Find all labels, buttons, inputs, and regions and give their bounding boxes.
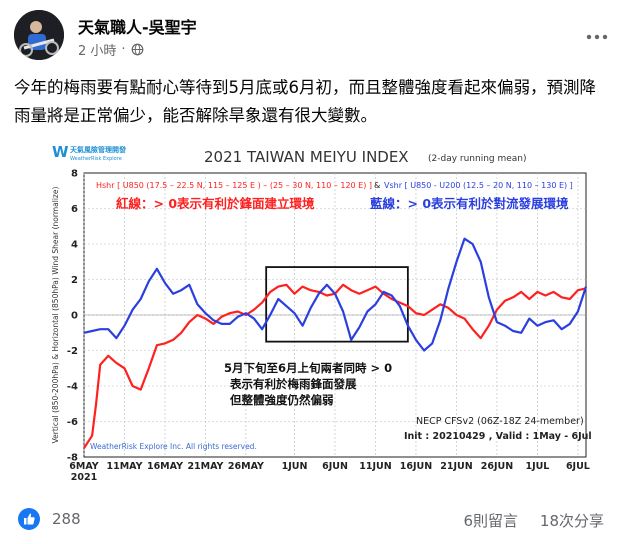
model-note: NECP CFSv2 (06Z-18Z 24-member) [416, 416, 584, 427]
x-tick-label: 6MAY [69, 461, 99, 472]
x-year-label: 2021 [71, 472, 97, 483]
y-axis-label: Vertical (850-200hPa) & Horizontal (850h… [51, 187, 60, 444]
x-tick-label: 11JUN [359, 461, 391, 472]
y-tick-label: 8 [71, 169, 78, 180]
avatar[interactable] [14, 10, 64, 60]
credit-note: WeatherRisk Explore Inc. All rights rese… [90, 442, 257, 451]
thumbs-up-icon [24, 513, 35, 525]
x-tick-label: 26JUN [481, 461, 513, 472]
red-note: 紅線：> 0表示有利於鋒面建立環境 [116, 196, 315, 211]
y-tick-label: 4 [71, 240, 78, 251]
post-time[interactable]: 2 小時 [78, 44, 117, 59]
x-tick-label: 16MAY [147, 461, 183, 472]
box-note-line: 但整體強度仍然偏弱 [229, 393, 334, 407]
legend-amp: & [374, 181, 380, 190]
logo-mark: W [52, 143, 69, 161]
y-tick-label: 6 [71, 204, 78, 215]
y-tick-label: 0 [71, 311, 78, 322]
box-note-line: 5月下旬至6月上旬兩者同時 > 0 [224, 361, 392, 375]
chart-title-note: (2-day running mean) [428, 154, 527, 164]
logo-text: 天氣風險管理開發 [70, 145, 127, 154]
legend-blue: Vshr [ U850 - U200 (12.5 – 20 N, 110 – 1… [384, 181, 573, 190]
x-tick-label: 1JUL [525, 461, 549, 472]
box-note-line: 表示有利於梅雨鋒面發展 [229, 377, 357, 391]
post-text: 今年的梅雨要有點耐心等待到5月底或6月初，而且整體強度看起來偏弱，預測降雨量將是… [14, 78, 596, 125]
avatar-image [14, 10, 64, 60]
more-dots-icon [586, 34, 608, 40]
y-tick-label: -8 [67, 453, 78, 464]
x-tick-label: 26MAY [228, 461, 264, 472]
legend-red: Hshr [ U850 (17.5 – 22.5 N, 115 – 125 E … [96, 181, 372, 190]
post-meta: 2 小時 · [78, 40, 144, 59]
author-name[interactable]: 天氣職人-吳聖宇 [78, 18, 197, 37]
like-reaction-icon[interactable] [18, 508, 40, 530]
like-count[interactable]: 288 [52, 510, 81, 528]
comments-count[interactable]: 6則留言 [463, 512, 518, 530]
x-tick-label: 21MAY [187, 461, 223, 472]
highlight-box [265, 266, 409, 343]
chart-svg: W 天氣風險管理開發 WeatherRisk Explore 2021 TAIWAN … [51, 143, 592, 483]
y-tick-label: 2 [71, 275, 78, 286]
meiyu-index-chart: W 天氣風險管理開發 WeatherRisk Explore 2021 TAIWAN … [44, 140, 604, 490]
meta-separator: · [121, 42, 126, 57]
shares-count[interactable]: 18次分享 [539, 512, 604, 530]
y-tick-label: -6 [67, 417, 78, 428]
chart-title: 2021 TAIWAN MEIYU INDEX [204, 148, 409, 166]
y-tick-label: -4 [67, 382, 78, 393]
post-header: 天氣職人-吳聖宇 2 小時 · [14, 10, 614, 64]
x-tick-label: 11MAY [106, 461, 142, 472]
x-tick-label: 16JUN [400, 461, 432, 472]
series-line-blue [83, 237, 588, 352]
x-tick-label: 1JUN [282, 461, 308, 472]
x-tick-label: 21JUN [440, 461, 472, 472]
globe-icon [131, 43, 143, 56]
y-tick-label: -2 [67, 346, 78, 357]
series-line-red [83, 283, 587, 449]
x-tick-label: 6JUN [322, 461, 348, 472]
logo-sub: WeatherRisk Explore [70, 156, 122, 162]
x-tick-label: 6JUL [566, 461, 590, 472]
blue-note: 藍線：> 0表示有利於對流發展環境 [370, 196, 569, 211]
init-note: Init : 20210429 , Valid : 1May - 6Jul [404, 431, 592, 442]
more-options-button[interactable] [586, 24, 608, 45]
post-footer: 288 6則留言 18次分享 [0, 500, 624, 540]
